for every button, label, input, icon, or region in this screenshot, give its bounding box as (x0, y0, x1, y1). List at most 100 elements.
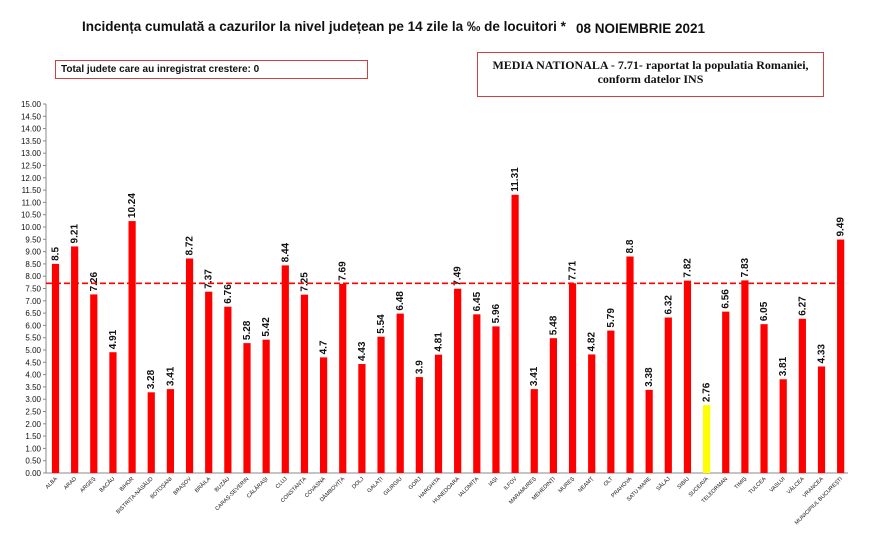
bar (224, 306, 232, 473)
bar (588, 354, 596, 473)
bar (415, 377, 423, 473)
bar-value-label: 5.28 (242, 320, 253, 340)
bar (511, 194, 519, 474)
bar-value-label: 7.37 (204, 269, 215, 289)
bar-value-label: 4.82 (587, 332, 598, 352)
y-tick-label: 0.00 (25, 469, 41, 478)
y-tick-label: 9.50 (25, 235, 41, 244)
bar (185, 258, 194, 473)
y-tick-label: 5.50 (25, 334, 41, 343)
category-label: ALBA (45, 476, 59, 490)
bar-value-label: 7.25 (299, 272, 310, 292)
bar (741, 280, 749, 473)
bar-value-label: 9.21 (70, 224, 81, 244)
national-average-line1: MEDIA NATIONALA - 7.71- raportat la popu… (492, 58, 809, 72)
category-label: SĂLAJ (655, 475, 672, 492)
category-label: CARAȘ-SEVERIN (214, 476, 250, 512)
bar-value-label: 3.9 (414, 360, 425, 374)
y-tick-label: 7.50 (25, 285, 41, 294)
y-tick-label: 1.50 (25, 432, 41, 441)
category-label: ARGEȘ (79, 476, 97, 494)
y-tick-label: 15.00 (21, 100, 42, 109)
y-tick-label: 2.00 (25, 420, 41, 429)
y-tick-label: 2.50 (25, 408, 41, 417)
bar-value-label: 10.24 (127, 193, 138, 218)
bar-value-label: 9.49 (836, 217, 847, 237)
y-tick-label: 10.50 (21, 211, 42, 220)
y-tick-label: 14.00 (21, 125, 42, 134)
bar-value-label: 3.28 (146, 369, 157, 389)
category-label: BRAȘOV (173, 476, 194, 497)
category-label: BUZĂU (213, 475, 231, 493)
bar (320, 357, 328, 473)
y-tick-label: 5.00 (25, 346, 41, 355)
bar (722, 311, 730, 473)
y-tick-label: 3.50 (25, 383, 41, 392)
bar-value-label: 4.81 (434, 332, 445, 352)
bar (166, 389, 174, 473)
y-tick-label: 14.50 (21, 112, 42, 121)
bar (377, 336, 385, 473)
bar-value-label: 3.38 (644, 367, 655, 387)
bar (358, 364, 366, 473)
y-tick-label: 6.50 (25, 309, 41, 318)
y-tick-label: 1.00 (25, 444, 41, 453)
category-label: SIBIU (676, 476, 690, 490)
category-label: CĂLĂRAȘI (245, 475, 270, 500)
bar (549, 338, 557, 473)
bar-value-label: 6.48 (395, 291, 406, 311)
bar-value-label: 2.76 (702, 382, 713, 402)
bar-value-label: 5.54 (376, 314, 387, 334)
bar-value-label: 7.82 (682, 258, 693, 278)
bar-value-label: 7.69 (338, 261, 349, 281)
bar (300, 294, 309, 473)
y-tick-label: 8.50 (25, 260, 41, 269)
y-tick-label: 11.50 (22, 186, 42, 195)
category-label: GALAȚI (366, 476, 384, 494)
category-label: VASLUI (769, 476, 787, 494)
bar-value-label: 7.83 (740, 257, 751, 277)
bar-value-label: 5.79 (606, 308, 617, 328)
y-tick-label: 11.00 (22, 198, 42, 207)
y-tick-label: 0.50 (25, 457, 41, 466)
bar (128, 221, 136, 473)
bar (568, 283, 577, 473)
bar (492, 326, 500, 473)
bar (90, 294, 98, 473)
y-tick-label: 6.00 (25, 321, 41, 330)
bar-value-label: 5.48 (548, 315, 559, 335)
bar (760, 324, 768, 473)
bar (434, 354, 443, 473)
category-label: OLT (603, 476, 615, 488)
category-label: ARAD (63, 476, 78, 491)
bar-value-label: 8.5 (51, 247, 62, 261)
bar-value-label: 4.91 (108, 329, 119, 349)
bar (454, 288, 462, 473)
category-label: BACĂU (98, 475, 116, 493)
bar-value-label: 6.56 (721, 289, 732, 309)
y-tick-label: 13.00 (21, 149, 42, 158)
bar-value-label: 6.27 (797, 296, 808, 316)
bar-value-label: 8.72 (185, 236, 196, 256)
y-tick-label: 9.00 (25, 248, 41, 257)
y-tick-label: 8.00 (25, 272, 41, 281)
y-tick-label: 12.00 (21, 174, 42, 183)
bar-value-label: 6.05 (759, 301, 770, 321)
bar-value-label: 8.44 (280, 242, 291, 262)
bar-value-label: 3.41 (529, 366, 540, 386)
category-label: ILFOV (503, 476, 519, 492)
bar-value-label: 3.81 (778, 356, 789, 376)
bar (262, 339, 270, 473)
bar (683, 280, 692, 473)
bar-value-label: 5.96 (491, 303, 502, 323)
category-label: IALOMIȚA (458, 476, 481, 499)
bar (281, 265, 289, 473)
y-tick-label: 10.00 (21, 223, 42, 232)
bar (205, 291, 213, 473)
category-label: MUREȘ (558, 476, 577, 495)
bar (607, 330, 615, 473)
y-tick-label: 3.00 (25, 395, 41, 404)
category-label: BISTRIȚA-NĂSĂUD (115, 475, 155, 515)
bar (817, 366, 826, 473)
